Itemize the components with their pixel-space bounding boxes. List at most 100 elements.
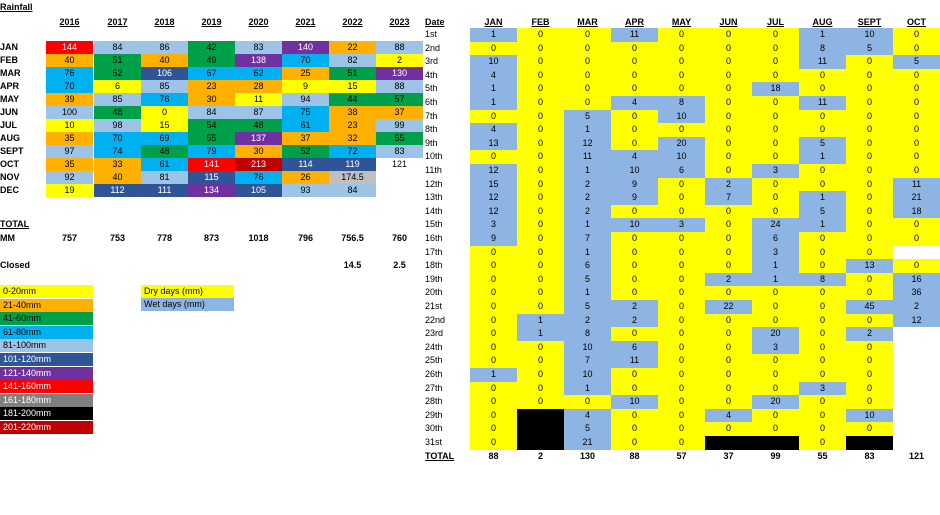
legend-item: 21-40mm [0, 298, 93, 312]
rainfall-cell: 19 [46, 184, 93, 197]
daily-cell: 1 [752, 272, 799, 287]
rainfall-cell: 97 [46, 145, 93, 158]
daily-cell [517, 436, 564, 450]
month-total: 130 [579, 451, 596, 461]
daily-cell: 0 [470, 300, 517, 314]
daily-cell: 10 [658, 109, 705, 124]
daily-cell: 0 [658, 245, 705, 260]
daily-cell: 0 [564, 28, 611, 42]
daily-cell: 0 [611, 41, 658, 56]
daily-cell: 18 [752, 82, 799, 96]
daily-cell: 13 [846, 259, 893, 273]
daily-cell: 0 [705, 204, 752, 219]
daily-cell: 0 [799, 177, 846, 192]
daily-cell: 0 [517, 96, 564, 110]
rainfall-cell: 37 [376, 106, 423, 119]
daily-cell: 0 [846, 232, 893, 246]
date-label: 22nd [425, 314, 446, 325]
date-header: Date [425, 17, 445, 27]
rainfall-cell: 67 [188, 67, 235, 80]
daily-cell: 0 [517, 109, 564, 124]
daily-cell: 1 [517, 327, 564, 341]
daily-cell: 8 [658, 96, 705, 110]
daily-cell: 12 [893, 313, 940, 328]
rainfall-cell: 57 [376, 93, 423, 106]
daily-cell: 2 [611, 300, 658, 314]
rainfall-cell: 119 [329, 158, 376, 171]
month-total: 83 [864, 451, 875, 461]
year-total: 873 [203, 233, 220, 243]
daily-cell: 0 [752, 41, 799, 56]
date-label: 30th [425, 423, 443, 434]
daily-cell: 11 [799, 96, 846, 110]
date-label: 18th [425, 260, 443, 271]
daily-cell: 0 [846, 422, 893, 436]
daily-cell: 12 [470, 204, 517, 219]
rainfall-cell: 137 [235, 132, 282, 145]
daily-cell: 1 [564, 245, 611, 260]
daily-cell: 0 [893, 41, 940, 56]
rainfall-cell: 105 [235, 184, 282, 197]
daily-cell: 6 [752, 232, 799, 246]
date-label: 13th [425, 192, 443, 203]
daily-cell [517, 422, 564, 436]
daily-cell: 0 [705, 232, 752, 246]
daily-cell [893, 368, 940, 382]
rainfall-cell: 48 [141, 145, 188, 158]
daily-cell: 2 [846, 327, 893, 341]
legend-item: 161-180mm [0, 393, 93, 407]
year-total: 778 [156, 233, 173, 243]
daily-cell: 0 [752, 109, 799, 124]
daily-cell: 0 [611, 381, 658, 396]
daily-cell: 0 [799, 313, 846, 328]
month-label: SEPT [0, 146, 24, 156]
daily-cell: 0 [658, 286, 705, 300]
daily-cell: 0 [658, 41, 705, 56]
rainfall-cell: 174.5 [329, 171, 376, 184]
daily-cell: 0 [517, 41, 564, 56]
daily-cell: 0 [752, 381, 799, 396]
daily-cell: 0 [611, 245, 658, 260]
daily-cell: 1 [564, 164, 611, 178]
rainfall-cell: 15 [141, 119, 188, 132]
daily-cell: 0 [799, 245, 846, 260]
daily-cell: 6 [658, 164, 705, 178]
daily-cell: 0 [611, 55, 658, 69]
rainfall-cell: 115 [188, 171, 235, 184]
rainfall-cell: 85 [94, 93, 141, 106]
daily-cell: 0 [517, 55, 564, 69]
daily-cell: 0 [752, 123, 799, 137]
daily-cell: 3 [752, 245, 799, 260]
date-label: 12th [425, 178, 443, 189]
daily-cell: 0 [799, 395, 846, 409]
date-label: 31st [425, 437, 443, 447]
daily-cell: 0 [705, 96, 752, 110]
daily-cell: 0 [658, 300, 705, 314]
daily-cell: 1 [470, 82, 517, 96]
daily-cell: 0 [611, 327, 658, 341]
rainfall-cell: 23 [329, 119, 376, 132]
rainfall-cell: 28 [235, 80, 282, 93]
month-total: 55 [817, 451, 828, 461]
daily-cell: 0 [517, 191, 564, 205]
rainfall-cell: 52 [94, 67, 141, 80]
daily-cell: 0 [799, 232, 846, 246]
daily-cell: 0 [658, 340, 705, 355]
date-label: 25th [425, 355, 443, 366]
daily-cell: 2 [705, 272, 752, 287]
mm-label: MM [0, 233, 15, 243]
daily-cell: 0 [564, 41, 611, 56]
daily-cell: 0 [658, 204, 705, 219]
date-label: 5th [425, 83, 438, 94]
daily-cell: 10 [470, 55, 517, 69]
daily-cell: 0 [611, 422, 658, 436]
daily-cell: 0 [470, 354, 517, 368]
date-label: 27th [425, 382, 443, 393]
rainfall-cell: 32 [329, 132, 376, 145]
date-label: 14th [425, 205, 443, 216]
daily-cell: 0 [517, 232, 564, 246]
daily-cell: 0 [705, 218, 752, 232]
daily-cell: 7 [564, 232, 611, 246]
rainfall-cell: 76 [235, 171, 282, 184]
rainfall-cell: 40 [46, 54, 93, 67]
